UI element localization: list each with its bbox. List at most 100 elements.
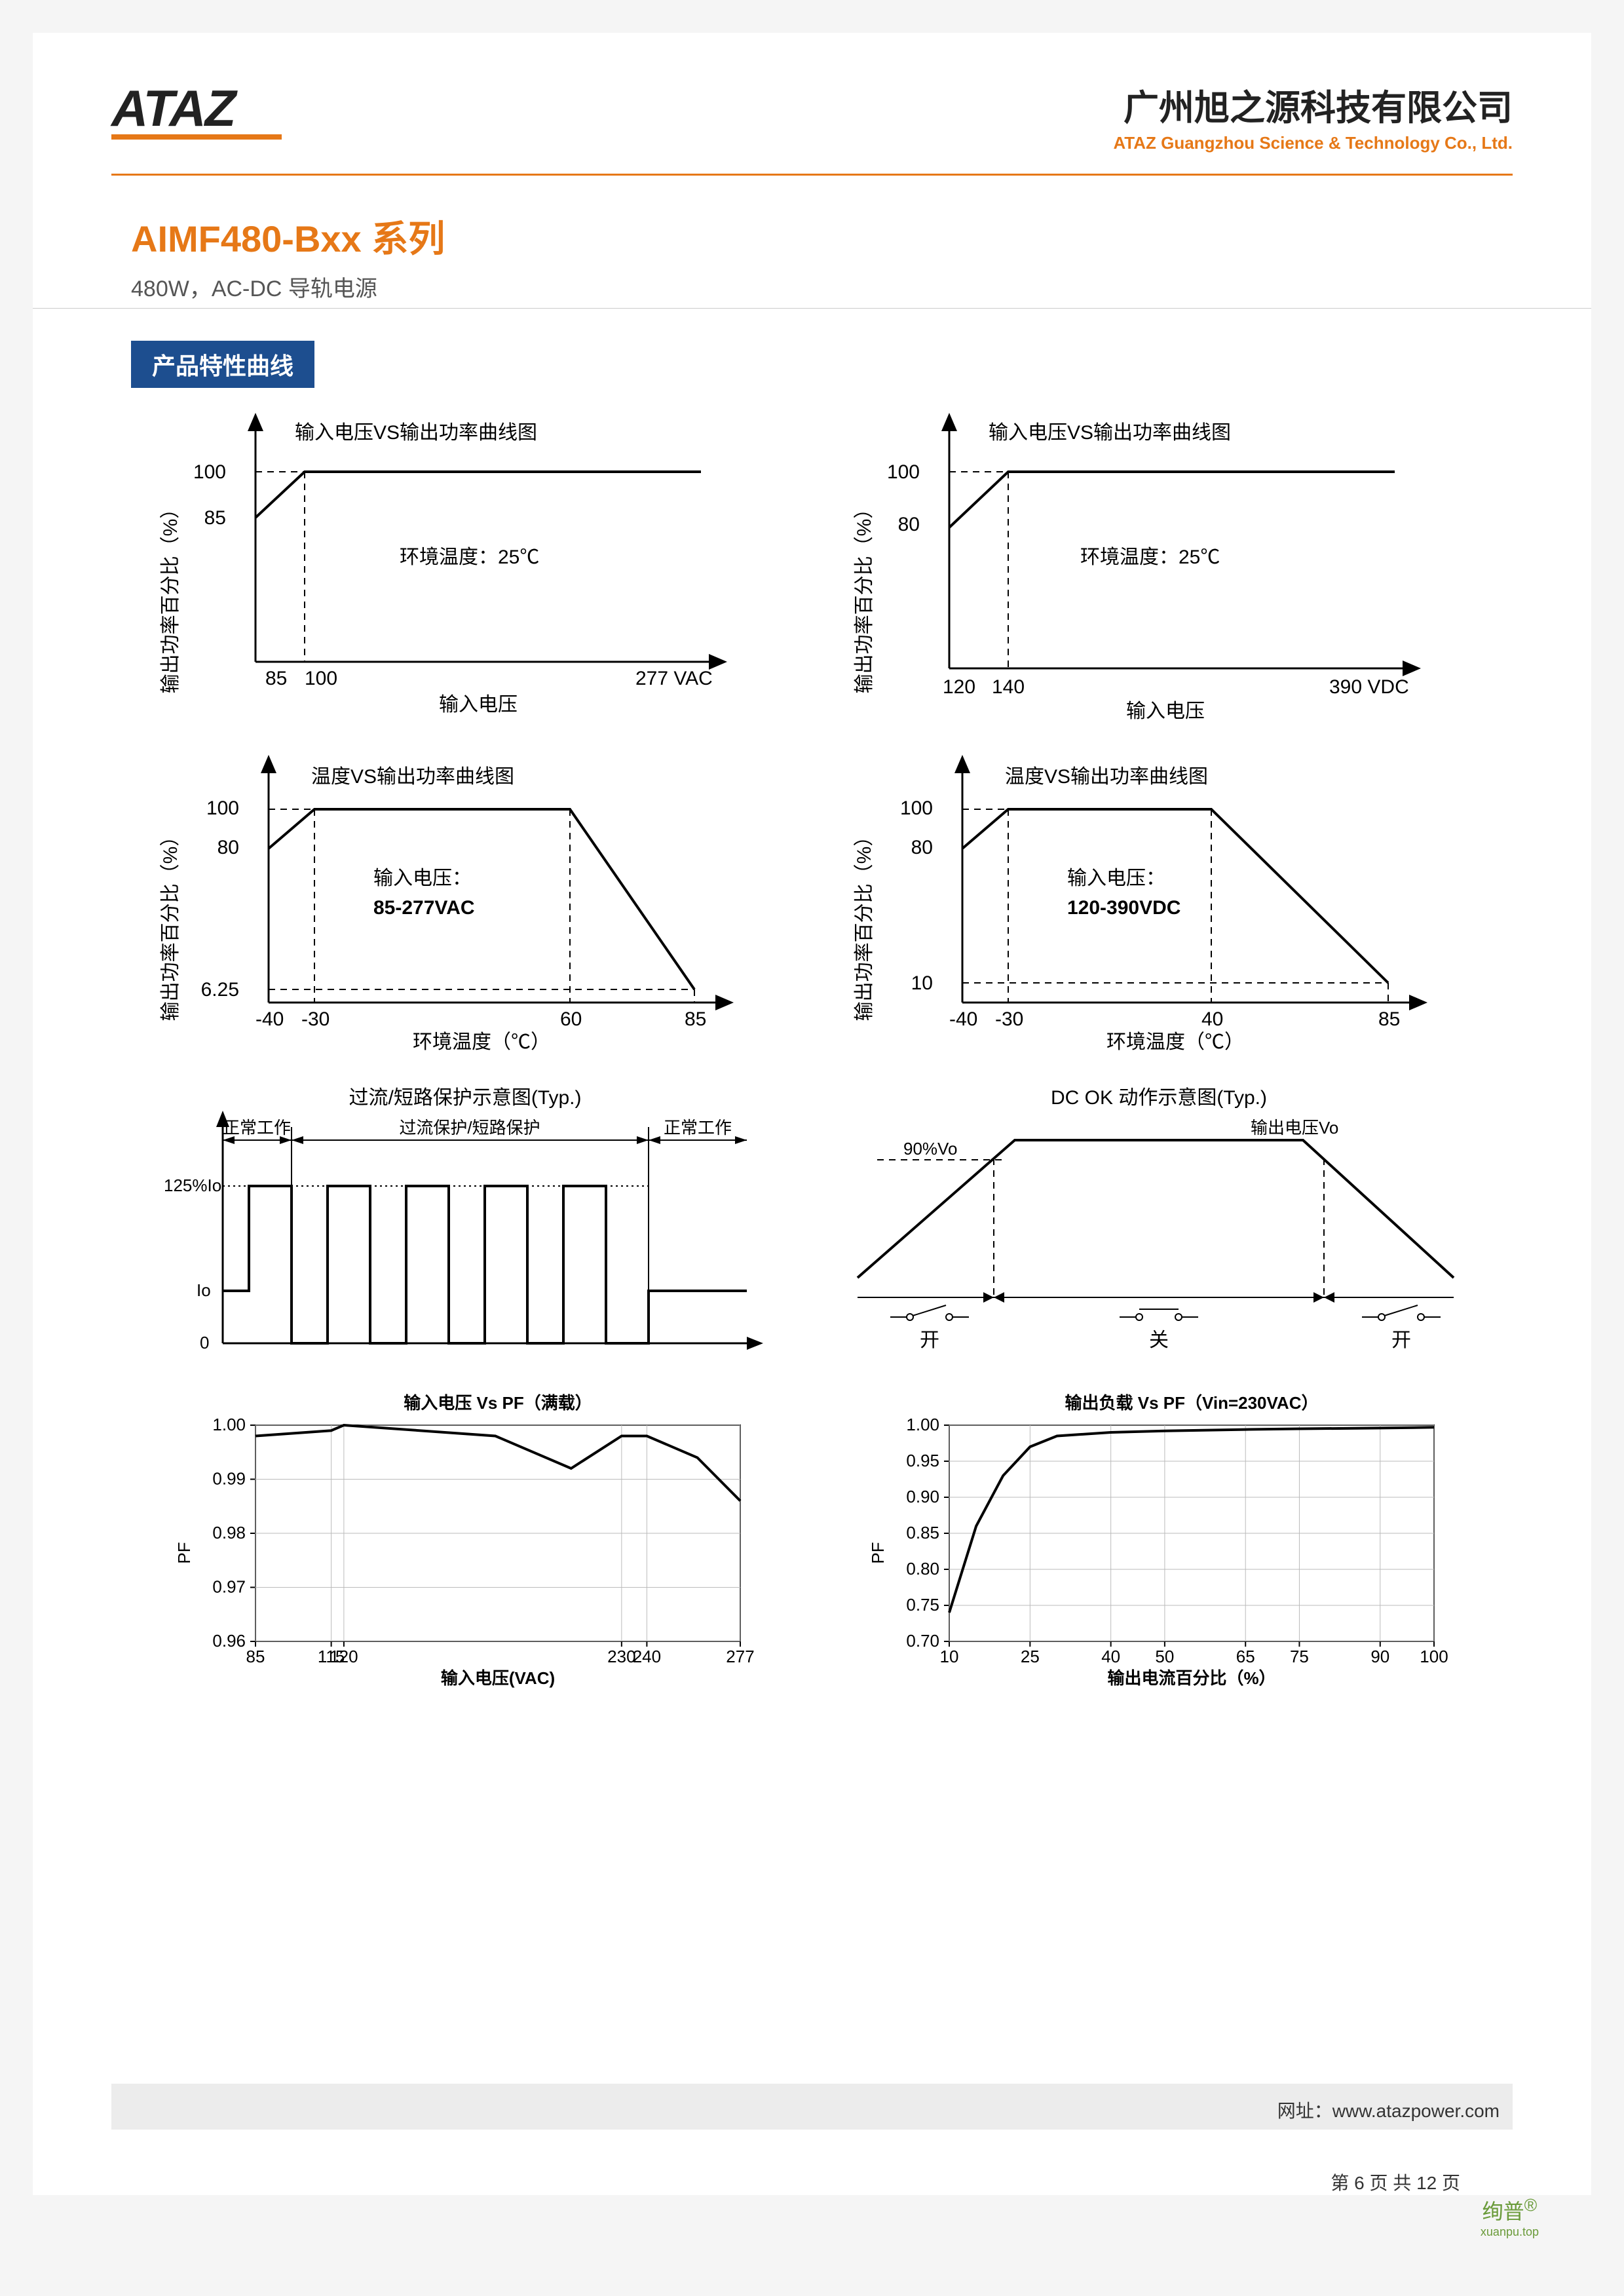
watermark-sub: xuanpu.top xyxy=(1481,2225,1539,2239)
ytick-100: 100 xyxy=(900,797,933,819)
switch-open-1-icon xyxy=(890,1305,969,1320)
chart-vac-power-svg: 输出功率百分比（%） 100 85 85 100 277 xyxy=(151,400,780,714)
lbl-90vo: 90%Vo xyxy=(903,1139,957,1158)
note-label: 输入电压： xyxy=(1067,868,1165,889)
svg-text:0.96: 0.96 xyxy=(212,1631,246,1651)
note-label: 输入电压： xyxy=(373,868,472,889)
ytick-80: 80 xyxy=(911,837,933,858)
x-label: 环境温度（℃） xyxy=(413,1031,550,1053)
chart-temp-vac-svg: 输出功率百分比（%） 100 80 6.25 -40 -3 xyxy=(151,747,780,1055)
chart-note: 环境温度：25℃ xyxy=(400,546,539,568)
chart-temp-vdc-svg: 输出功率百分比（%） 100 80 10 -40 -30 4 xyxy=(844,747,1473,1055)
header-rule xyxy=(111,174,1513,176)
svg-text:120: 120 xyxy=(330,1647,358,1666)
svg-text:0.75: 0.75 xyxy=(906,1595,939,1615)
ytick-10: 10 xyxy=(911,972,933,994)
x-label: 环境温度（℃） xyxy=(1106,1031,1244,1053)
y-label: PF xyxy=(174,1542,194,1563)
chart-row-2: 输出功率百分比（%） 100 80 6.25 -40 -3 xyxy=(151,747,1473,1055)
svg-text:1.00: 1.00 xyxy=(906,1415,939,1434)
ytick-80: 80 xyxy=(898,514,920,535)
svg-text:0.80: 0.80 xyxy=(906,1559,939,1578)
chart-vdc-power: 输出功率百分比（%） 100 80 120 140 390 VDC 输入电压 输… xyxy=(844,400,1473,721)
xtick-n40: -40 xyxy=(949,1008,977,1030)
x-label: 输入电压 xyxy=(1126,700,1205,721)
chart-ocp-svg: 过流/短路保护示意图(Typ.) xyxy=(151,1081,780,1363)
xtick-85: 85 xyxy=(265,668,287,689)
lbl-125io: 125%Io xyxy=(164,1176,221,1195)
svg-text:90: 90 xyxy=(1370,1647,1389,1666)
svg-text:75: 75 xyxy=(1290,1647,1309,1666)
chart-temp-vdc: 输出功率百分比（%） 100 80 10 -40 -30 4 xyxy=(844,747,1473,1055)
xtick-n30: -30 xyxy=(995,1008,1023,1030)
xtick-85: 85 xyxy=(685,1008,706,1030)
footer-url-label: 网址： xyxy=(1277,2101,1332,2121)
chart-row-3: 过流/短路保护示意图(Typ.) xyxy=(151,1081,1473,1363)
ytick-85: 85 xyxy=(204,507,226,529)
chart-row-1: 输出功率百分比（%） 100 85 85 100 277 xyxy=(151,400,1473,721)
lbl-normal-1: 正常工作 xyxy=(223,1118,291,1138)
x-label: 输出电流百分比（%） xyxy=(1107,1668,1275,1688)
chart-title: 温度VS输出功率曲线图 xyxy=(1005,766,1208,788)
x-label: 输入电压(VAC) xyxy=(441,1668,555,1688)
title-rule xyxy=(33,308,1591,309)
lbl-normal-2: 正常工作 xyxy=(664,1118,732,1138)
watermark-text: 绚普 xyxy=(1482,2200,1524,2223)
chart-title: 输入电压VS输出功率曲线图 xyxy=(295,422,537,444)
chart-title: 输入电压VS输出功率曲线图 xyxy=(989,422,1231,444)
chart-title: 输出负载 Vs PF（Vin=230VAC） xyxy=(1065,1393,1319,1413)
product-title: AIMF480-Bxx 系列 xyxy=(131,210,445,263)
company-name-cn: 广州旭之源科技有限公司 xyxy=(1113,79,1513,130)
svg-text:1.00: 1.00 xyxy=(212,1415,246,1434)
chart-vac-power: 输出功率百分比（%） 100 85 85 100 277 xyxy=(151,400,780,721)
section-badge: 产品特性曲线 xyxy=(131,341,314,388)
xtick-n40: -40 xyxy=(255,1008,284,1030)
header: ATAZ 广州旭之源科技有限公司 ATAZ Guangzhou Science … xyxy=(111,79,1513,170)
svg-text:0.95: 0.95 xyxy=(906,1451,939,1470)
svg-text:230: 230 xyxy=(607,1647,635,1666)
lbl-on-1: 开 xyxy=(920,1330,939,1351)
lbl-off: 关 xyxy=(1149,1330,1169,1351)
xtick-85: 85 xyxy=(1378,1008,1400,1030)
chart-note: 环境温度：25℃ xyxy=(1080,546,1220,568)
svg-text:50: 50 xyxy=(1155,1647,1174,1666)
svg-text:240: 240 xyxy=(633,1647,661,1666)
y-axis-label: 输出功率百分比（%） xyxy=(854,499,875,694)
product-subtitle: 480W，AC-DC 导轨电源 xyxy=(131,271,445,303)
xtick-60: 60 xyxy=(560,1008,582,1030)
page-number: 第 6 页 共 12 页 xyxy=(1331,2169,1460,2195)
svg-text:0.85: 0.85 xyxy=(906,1523,939,1542)
x-unit: 390 VDC xyxy=(1329,676,1409,698)
footer-url-value: www.atazpower.com xyxy=(1332,2101,1500,2121)
xtick-120: 120 xyxy=(943,676,975,698)
chart-title: 过流/短路保护示意图(Typ.) xyxy=(349,1087,581,1109)
lbl-on-2: 开 xyxy=(1391,1330,1411,1351)
svg-text:0.99: 0.99 xyxy=(212,1469,246,1489)
chart-temp-vac: 输出功率百分比（%） 100 80 6.25 -40 -3 xyxy=(151,747,780,1055)
x-unit: 277 VAC xyxy=(635,668,713,689)
ytick-625: 6.25 xyxy=(201,979,239,1001)
xtick-140: 140 xyxy=(992,676,1025,698)
svg-text:100: 100 xyxy=(1420,1647,1448,1666)
watermark-r: ® xyxy=(1524,2195,1538,2215)
chart-vdc-power-svg: 输出功率百分比（%） 100 80 120 140 390 VDC 输入电压 输… xyxy=(844,400,1473,721)
ytick-100: 100 xyxy=(193,461,226,483)
switch-open-2-icon xyxy=(1362,1305,1441,1320)
ytick-80: 80 xyxy=(217,837,239,858)
chart-title: DC OK 动作示意图(Typ.) xyxy=(1051,1087,1267,1109)
lbl-protect: 过流保护/短路保护 xyxy=(399,1118,540,1138)
svg-text:40: 40 xyxy=(1101,1647,1120,1666)
svg-text:0.97: 0.97 xyxy=(212,1577,246,1597)
chart-pf-vin: 输入电压 Vs PF（满载） PF 输入电压(VAC) 0.960.970.98… xyxy=(151,1389,780,1691)
svg-text:0.90: 0.90 xyxy=(906,1487,939,1506)
y-label: PF xyxy=(868,1542,888,1563)
ytick-100: 100 xyxy=(887,461,920,483)
xtick-100: 100 xyxy=(305,668,337,689)
chart-pf-vin-svg: 输入电压 Vs PF（满载） PF 输入电压(VAC) 0.960.970.98… xyxy=(151,1389,780,1691)
charts-grid: 输出功率百分比（%） 100 85 85 100 277 xyxy=(151,400,1473,1717)
watermark: 绚普® xuanpu.top xyxy=(1481,2195,1539,2239)
lbl-vo: 输出电压Vo xyxy=(1251,1118,1338,1138)
chart-pf-load: 输出负载 Vs PF（Vin=230VAC） PF 输出电流百分比（%） 0.7… xyxy=(844,1389,1473,1691)
footer-url: 网址：www.atazpower.com xyxy=(1277,2097,1500,2123)
chart-title: 温度VS输出功率曲线图 xyxy=(311,766,514,788)
